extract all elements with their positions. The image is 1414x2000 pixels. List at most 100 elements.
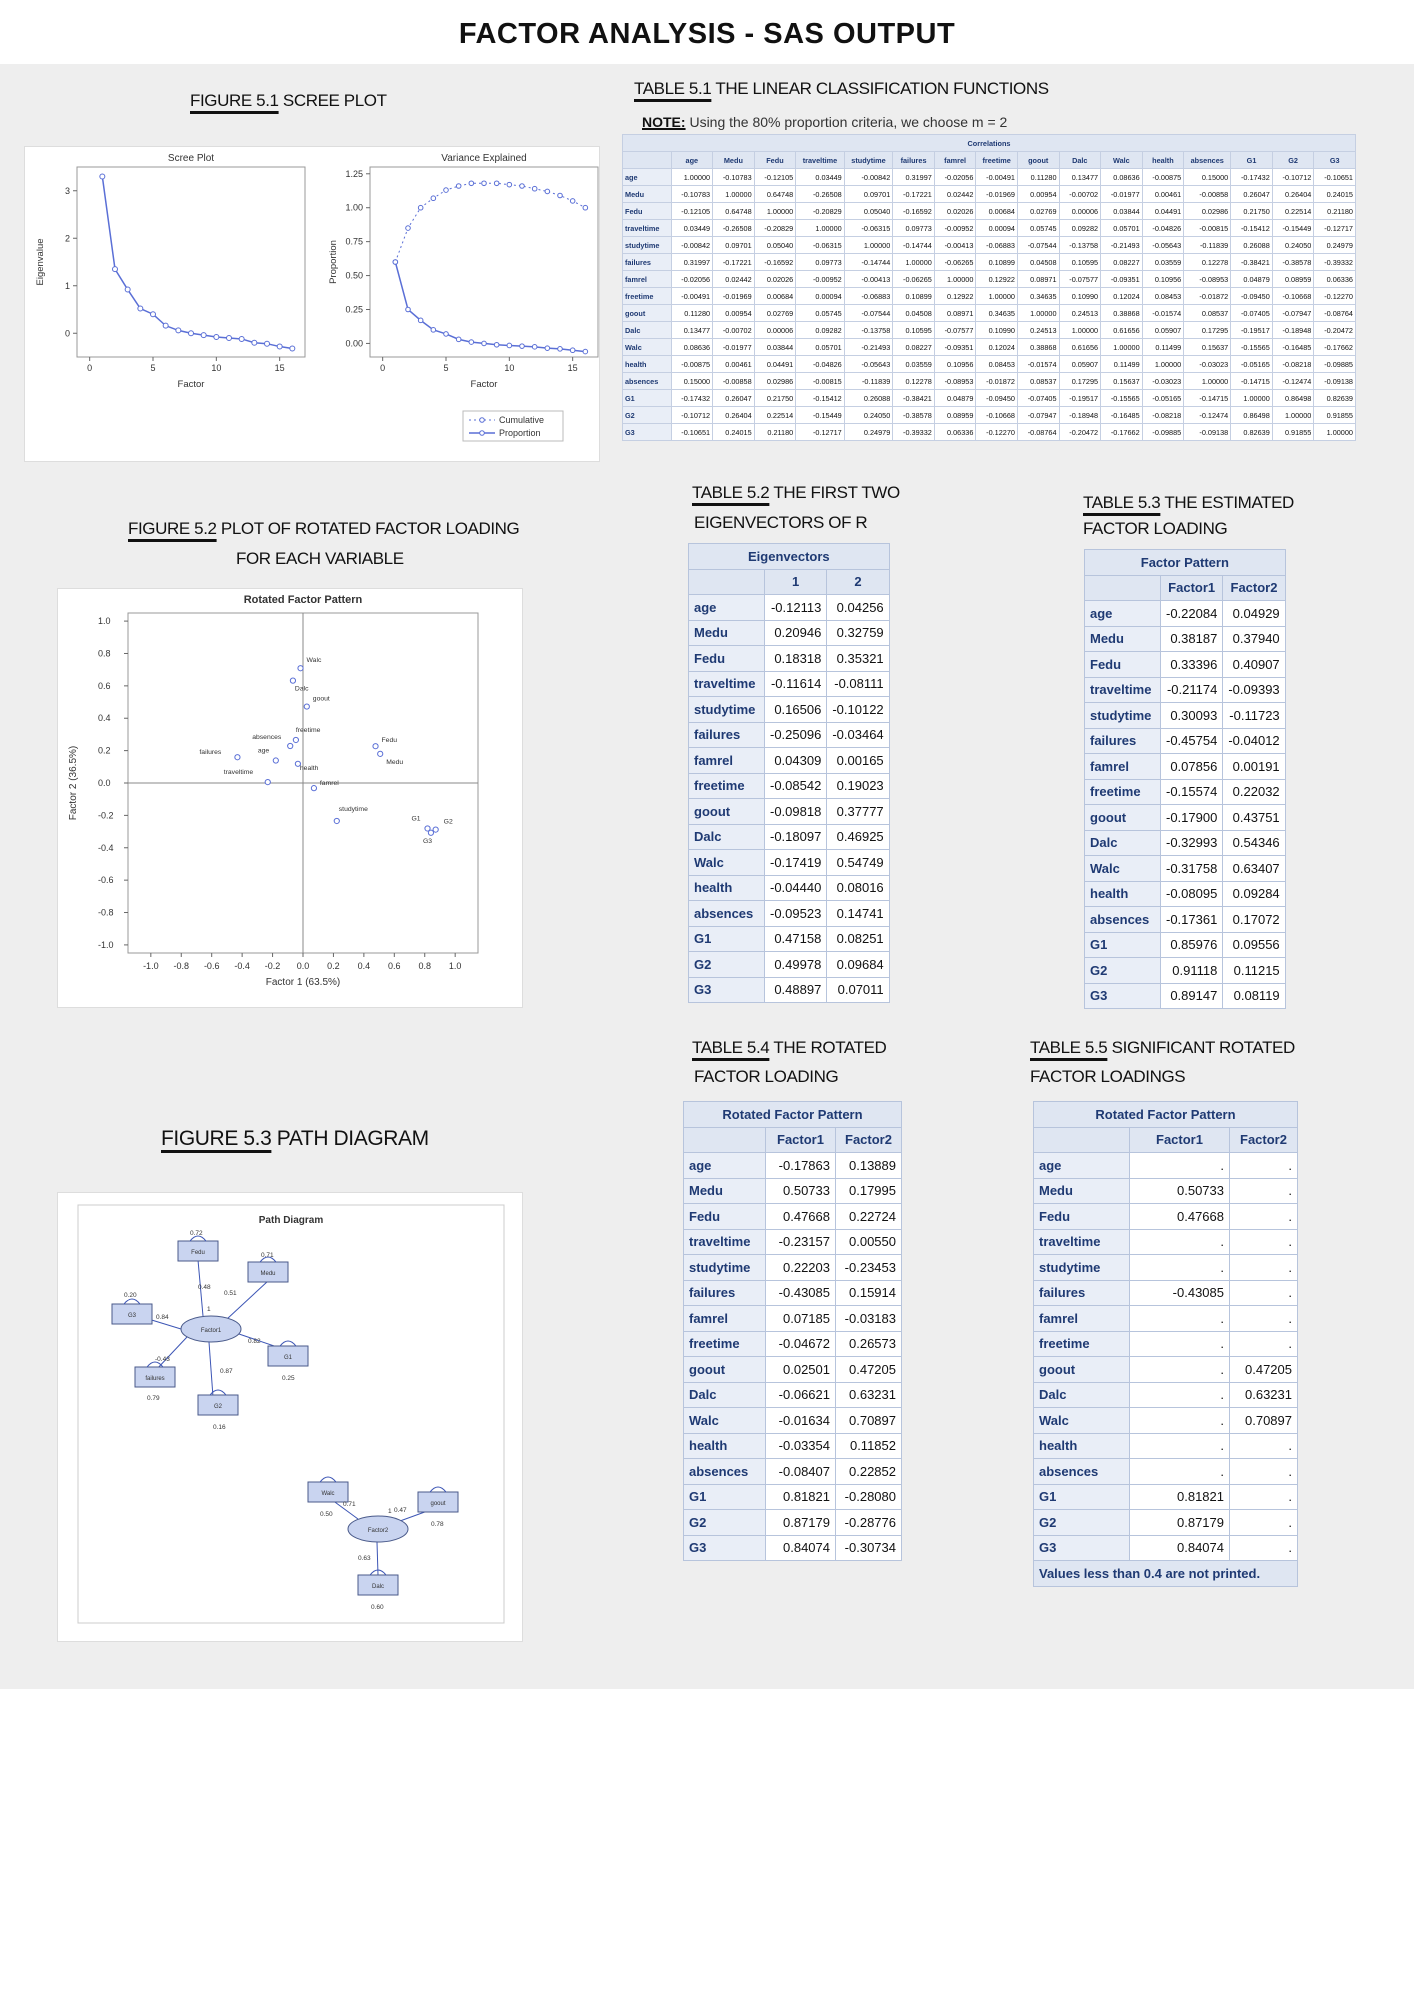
table-row: Dalc. 0.63231	[1033, 1381, 1298, 1408]
correlation-cell: -0.07577	[933, 321, 977, 339]
legend-proportion-marker	[479, 430, 485, 436]
table-cell: 0.04929	[1222, 600, 1286, 627]
row-label: Medu	[688, 619, 765, 646]
row-label: G1	[688, 925, 765, 952]
correlation-cell: -0.00842	[843, 168, 894, 186]
table-row: studytime 0.30093 -0.11723	[1084, 702, 1286, 729]
correlation-cell: -0.12717	[795, 423, 845, 441]
correlation-cell: -0.12105	[753, 168, 797, 186]
error-arc	[319, 1476, 337, 1483]
rotated-factor-chart: Rotated Factor Pattern -1.0 -0.8 -0.6 -0.4 -0…	[68, 594, 479, 988]
variable-box	[134, 1366, 176, 1388]
point-label: G1	[412, 815, 421, 822]
table-cell: -0.28080	[835, 1483, 902, 1510]
correlation-cell: 0.17295	[1058, 372, 1102, 390]
correlation-cell: -0.09885	[1313, 355, 1356, 373]
row-label: G2	[1084, 957, 1161, 984]
table-cell: -0.10122	[826, 696, 890, 723]
table-cell: -0.31758	[1159, 855, 1224, 882]
table-cell: 0.08119	[1222, 982, 1286, 1009]
table-5-1-caption: TABLE 5.1 THE LINEAR CLASSIFICATION FUNC…	[634, 74, 1049, 104]
table-cell: -0.21174	[1159, 676, 1224, 703]
path-coefficient: 0.51	[224, 1290, 237, 1297]
correlation-cell: 0.31997	[670, 253, 714, 271]
correlation-cell: -0.06315	[795, 236, 845, 254]
correlation-cell: 0.09282	[1058, 219, 1102, 237]
table-cell: -0.04672	[765, 1330, 836, 1357]
table-row: absences -0.09523 0.14741	[688, 900, 890, 927]
table-cell: -0.12113	[763, 594, 828, 621]
x-tick-label: 5	[150, 363, 155, 373]
correlation-cell: 0.24015	[1313, 185, 1356, 203]
table-cell: 0.09684	[826, 951, 890, 978]
correlation-cell: 0.38868	[1100, 304, 1143, 322]
table-cell: 0.37777	[826, 798, 890, 825]
path-coefficient: 0.63	[358, 1555, 371, 1562]
correlation-cell: 0.08227	[1100, 253, 1143, 271]
correlation-cell: 1.00000	[933, 270, 977, 288]
y-tick-label: 0.6	[98, 681, 111, 691]
table-row: studytime..	[1033, 1254, 1298, 1281]
correlation-cell: 0.06336	[933, 423, 977, 441]
note-label: NOTE:	[642, 114, 686, 130]
correlation-cell: -0.15449	[795, 406, 845, 424]
correlation-cell: -0.06265	[933, 253, 977, 271]
diagram-title: Path Diagram	[259, 1215, 324, 1226]
correlation-cell: 0.15000	[1183, 168, 1232, 186]
table-cell: -0.17361	[1159, 906, 1224, 933]
row-label: traveltime	[1033, 1228, 1130, 1255]
correlation-cell: 0.38868	[1016, 338, 1060, 356]
correlation-cell: 0.04879	[933, 389, 977, 407]
factor-pattern-table: Factor Pattern Factor1 Factor2 age -0.22084 0…	[1084, 549, 1286, 1009]
cumulative-point	[455, 183, 462, 189]
table-row: goout 0.02501 0.47205	[683, 1356, 902, 1383]
correlation-cell: 0.05040	[753, 236, 797, 254]
table-cell: .	[1229, 1254, 1298, 1281]
correlation-cell: 0.82639	[1313, 389, 1356, 407]
header-blank	[688, 568, 765, 595]
correlation-cell: -0.01872	[1183, 287, 1232, 305]
scree-point	[200, 332, 207, 339]
figure-5-3-text: PATH DIAGRAM	[271, 1127, 429, 1150]
correlation-cell: -0.14744	[892, 236, 935, 254]
error-arc	[123, 1298, 141, 1305]
correlation-cell: 0.04491	[753, 355, 797, 373]
error-arc	[429, 1486, 447, 1493]
correlation-table-wrap: Correlations age Medu Fedu traveltime studyti…	[622, 134, 1356, 441]
row-label: G3	[683, 1534, 766, 1561]
column-header: Factor1	[1129, 1126, 1230, 1153]
correlation-cell: -0.15565	[1100, 389, 1143, 407]
correlation-row: freetime -0.00491 -0.01969 0.00684 0.00094 -0…	[622, 287, 1356, 305]
correlation-cell: 0.10899	[975, 253, 1018, 271]
table-cell: -0.08407	[765, 1458, 836, 1485]
correlation-cell: -0.02056	[670, 270, 714, 288]
table-row: freetime..	[1033, 1330, 1298, 1357]
page-title: FACTOR ANALYSIS - SAS OUTPUT	[458, 18, 956, 50]
table-cell: .	[1129, 1458, 1230, 1485]
correlation-cell: -0.00858	[712, 372, 755, 390]
table-cell: -0.03464	[826, 721, 890, 748]
x-tick-label: 0.2	[327, 961, 340, 971]
correlation-cell: 0.26047	[1230, 185, 1273, 203]
row-label: G2	[1033, 1509, 1130, 1536]
x-tick-label: 0	[87, 363, 92, 373]
row-label: Fedu	[622, 202, 672, 220]
table-cell: -0.06621	[765, 1381, 836, 1408]
table-cell: -0.22084	[1159, 600, 1224, 627]
correlation-cell: 0.86498	[1230, 406, 1273, 424]
x-tick-label: 0.4	[358, 961, 371, 971]
path-coefficient: 1	[207, 1306, 211, 1313]
correlation-row: famrel -0.02056 0.02442 0.02026 -0.00952 -0.0…	[622, 270, 1356, 288]
correlation-cell: 1.00000	[1100, 338, 1143, 356]
table-row: G3 0.84074 -0.30734	[683, 1534, 902, 1561]
x-tick-label: 0.8	[418, 961, 431, 971]
point-label: freetime	[296, 727, 321, 734]
y-tick-label: -0.8	[98, 908, 114, 918]
table-cell: -0.03354	[765, 1432, 836, 1459]
correlation-row: Walc 0.08636 -0.01977 0.03844 0.05701 -0.2149…	[622, 338, 1356, 356]
column-header: Walc	[1100, 151, 1143, 169]
correlation-row: goout 0.11280 0.00954 0.02769 0.05745 -0.0754…	[622, 304, 1356, 322]
correlation-cell: 0.24015	[712, 423, 755, 441]
proportion-point	[519, 343, 525, 349]
